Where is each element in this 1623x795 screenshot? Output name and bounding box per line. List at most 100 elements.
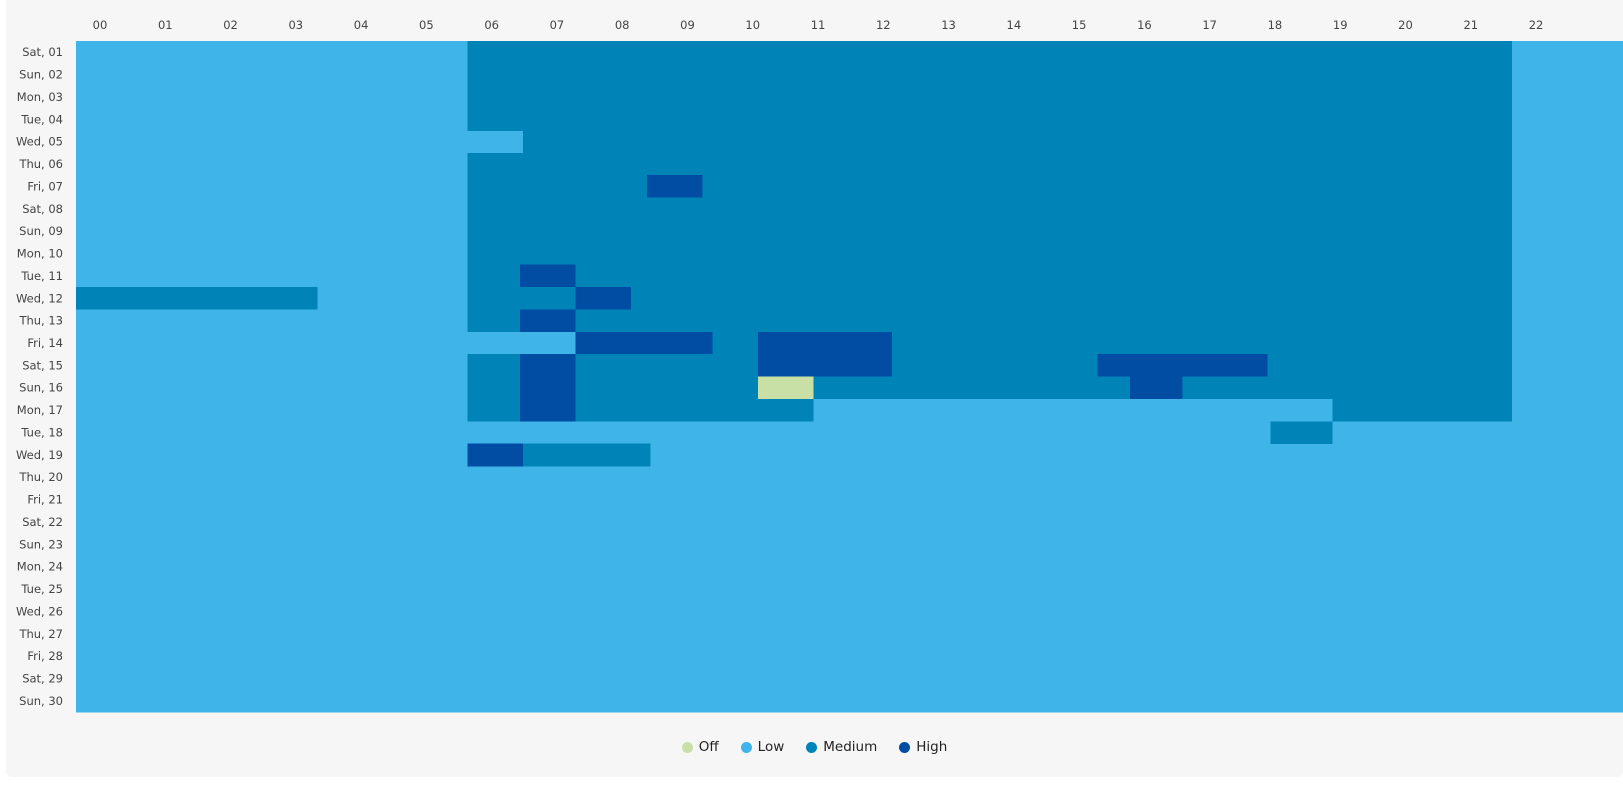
y-tick-label: Sat, 08 bbox=[22, 202, 63, 216]
heatmap-row-19 bbox=[76, 443, 1623, 467]
heatmap-cell-medium bbox=[467, 63, 1513, 87]
heatmap-cell-high bbox=[1097, 354, 1268, 377]
x-tick-label: 05 bbox=[419, 18, 434, 32]
y-tick-label: Wed, 26 bbox=[16, 604, 63, 618]
heatmap-cell-medium bbox=[523, 443, 651, 467]
y-tick-label: Thu, 06 bbox=[18, 157, 63, 171]
y-tick-label: Sun, 16 bbox=[19, 381, 63, 395]
y-tick-label: Fri, 21 bbox=[27, 493, 63, 507]
heatmap-cell-medium bbox=[467, 242, 1513, 265]
y-tick-label: Wed, 12 bbox=[16, 291, 63, 305]
heatmap-cell-high bbox=[758, 331, 892, 355]
x-tick-label: 20 bbox=[1398, 18, 1413, 32]
y-tick-label: Mon, 24 bbox=[17, 560, 63, 574]
heatmap-row-25 bbox=[76, 577, 1623, 601]
legend-swatch-off bbox=[681, 741, 693, 753]
heatmap-row-26 bbox=[76, 600, 1623, 623]
y-tick-label: Sun, 02 bbox=[19, 68, 63, 82]
heatmap-cell-medium bbox=[467, 264, 1513, 288]
x-tick-label: 01 bbox=[158, 18, 173, 32]
legend-label-low: Low bbox=[757, 739, 785, 755]
heatmap-cell-medium bbox=[467, 85, 1513, 109]
heatmap-cell-high bbox=[519, 354, 576, 377]
heatmap-cell-high bbox=[519, 376, 576, 400]
y-tick-label: Thu, 13 bbox=[18, 314, 63, 328]
x-tick-label: 19 bbox=[1333, 18, 1348, 32]
heatmap-row-28 bbox=[76, 644, 1623, 668]
heatmap-cell-high bbox=[467, 443, 524, 467]
heatmap-cell-medium bbox=[467, 108, 1513, 131]
heatmap-cell-medium bbox=[813, 376, 1131, 400]
heatmap-cell-medium bbox=[1270, 421, 1333, 444]
heatmap-cell-medium bbox=[467, 376, 520, 400]
x-tick-label: 12 bbox=[876, 18, 891, 32]
y-tick-label: Tue, 18 bbox=[20, 425, 63, 439]
x-tick-label: 03 bbox=[288, 18, 303, 32]
x-tick-label: 21 bbox=[1463, 18, 1478, 32]
legend-swatch-medium bbox=[806, 741, 818, 753]
heatmap-chart: 00 01 02 03 04 05 06 07 08 09 10 11 12 13 14 15 16 17 18 19… bbox=[16, 18, 1623, 713]
heatmap-cell-medium bbox=[76, 287, 318, 310]
heatmap-cell-high bbox=[575, 287, 631, 310]
y-tick-label: Mon, 17 bbox=[17, 403, 63, 417]
heatmap-row-20 bbox=[76, 466, 1623, 489]
heatmap-cell-medium bbox=[467, 354, 520, 377]
y-tick-label: Fri, 28 bbox=[27, 649, 63, 663]
x-tick-label: 22 bbox=[1529, 18, 1544, 32]
y-tick-label: Sat, 29 bbox=[22, 672, 63, 686]
heatmap-cell-medium bbox=[467, 309, 520, 333]
y-tick-label: Mon, 10 bbox=[17, 247, 63, 261]
heatmap-row-23 bbox=[76, 533, 1623, 556]
legend-label-off: Off bbox=[698, 739, 719, 755]
heatmap-cell-medium bbox=[891, 331, 1513, 355]
heatmap-row-29 bbox=[76, 667, 1623, 691]
x-tick-label: 14 bbox=[1007, 18, 1022, 32]
y-tick-label: Thu, 20 bbox=[18, 470, 63, 484]
heatmap-cell-medium bbox=[467, 398, 520, 422]
y-tick-label: Wed, 19 bbox=[16, 448, 63, 462]
y-tick-label: Thu, 27 bbox=[18, 627, 63, 641]
heatmap-row-30 bbox=[76, 689, 1623, 713]
heatmap-cell-medium bbox=[467, 287, 1513, 310]
x-tick-label: 11 bbox=[811, 18, 826, 32]
y-tick-label: Mon, 03 bbox=[17, 90, 63, 104]
heatmap-cell-medium bbox=[1332, 398, 1513, 422]
y-axis-ticks: Sat, 01 Sun, 02 Mon, 03 Tue, 04 Wed, 05 Thu, … bbox=[16, 45, 63, 708]
heatmap-row-21 bbox=[76, 488, 1623, 512]
heatmap-cell-medium bbox=[575, 354, 759, 377]
heatmap-cell-high bbox=[519, 398, 576, 422]
heatmap-row-17 bbox=[76, 398, 1623, 422]
x-tick-label: 15 bbox=[1072, 18, 1087, 32]
legend-label-high: High bbox=[916, 739, 948, 755]
legend-item-high[interactable]: High bbox=[899, 739, 947, 755]
heatmap-row-22 bbox=[76, 510, 1623, 534]
x-tick-label: 02 bbox=[223, 18, 238, 32]
legend-item-medium[interactable]: Medium bbox=[806, 739, 877, 755]
y-tick-label: Fri, 14 bbox=[27, 336, 63, 350]
y-tick-label: Tue, 11 bbox=[20, 269, 63, 283]
heatmap-cell-medium bbox=[1267, 354, 1513, 377]
legend: Off Low Medium High bbox=[6, 739, 1623, 755]
x-tick-label: 06 bbox=[484, 18, 499, 32]
heatmap-cell-medium bbox=[523, 130, 1513, 154]
heatmap-row-27 bbox=[76, 622, 1623, 646]
heatmap-cell-medium bbox=[467, 197, 1513, 221]
y-tick-label: Sun, 30 bbox=[19, 694, 63, 708]
heatmap-cell-medium bbox=[467, 152, 1513, 176]
y-tick-label: Sun, 23 bbox=[19, 537, 63, 551]
legend-item-low[interactable]: Low bbox=[740, 739, 785, 755]
y-tick-label: Sat, 22 bbox=[22, 515, 63, 529]
x-axis-ticks: 00 01 02 03 04 05 06 07 08 09 10 11 12 13 14 15 16 17 18 19… bbox=[93, 18, 1544, 32]
heatmap-cell-medium bbox=[1182, 376, 1513, 400]
chart-panel: 00 01 02 03 04 05 06 07 08 09 10 11 12 13 14 15 16 17 18 19… bbox=[6, 0, 1623, 777]
x-tick-label: 04 bbox=[354, 18, 369, 32]
legend-label-medium: Medium bbox=[823, 739, 878, 755]
x-tick-label: 10 bbox=[745, 18, 760, 32]
heatmap-cell-high bbox=[647, 175, 703, 198]
x-tick-label: 00 bbox=[93, 18, 108, 32]
legend-item-off[interactable]: Off bbox=[681, 739, 719, 755]
heatmap-cell-medium bbox=[891, 354, 1098, 377]
heatmap-cell-off bbox=[758, 376, 814, 400]
heatmap-cell-medium bbox=[575, 376, 759, 400]
y-tick-label: Tue, 04 bbox=[20, 112, 63, 126]
